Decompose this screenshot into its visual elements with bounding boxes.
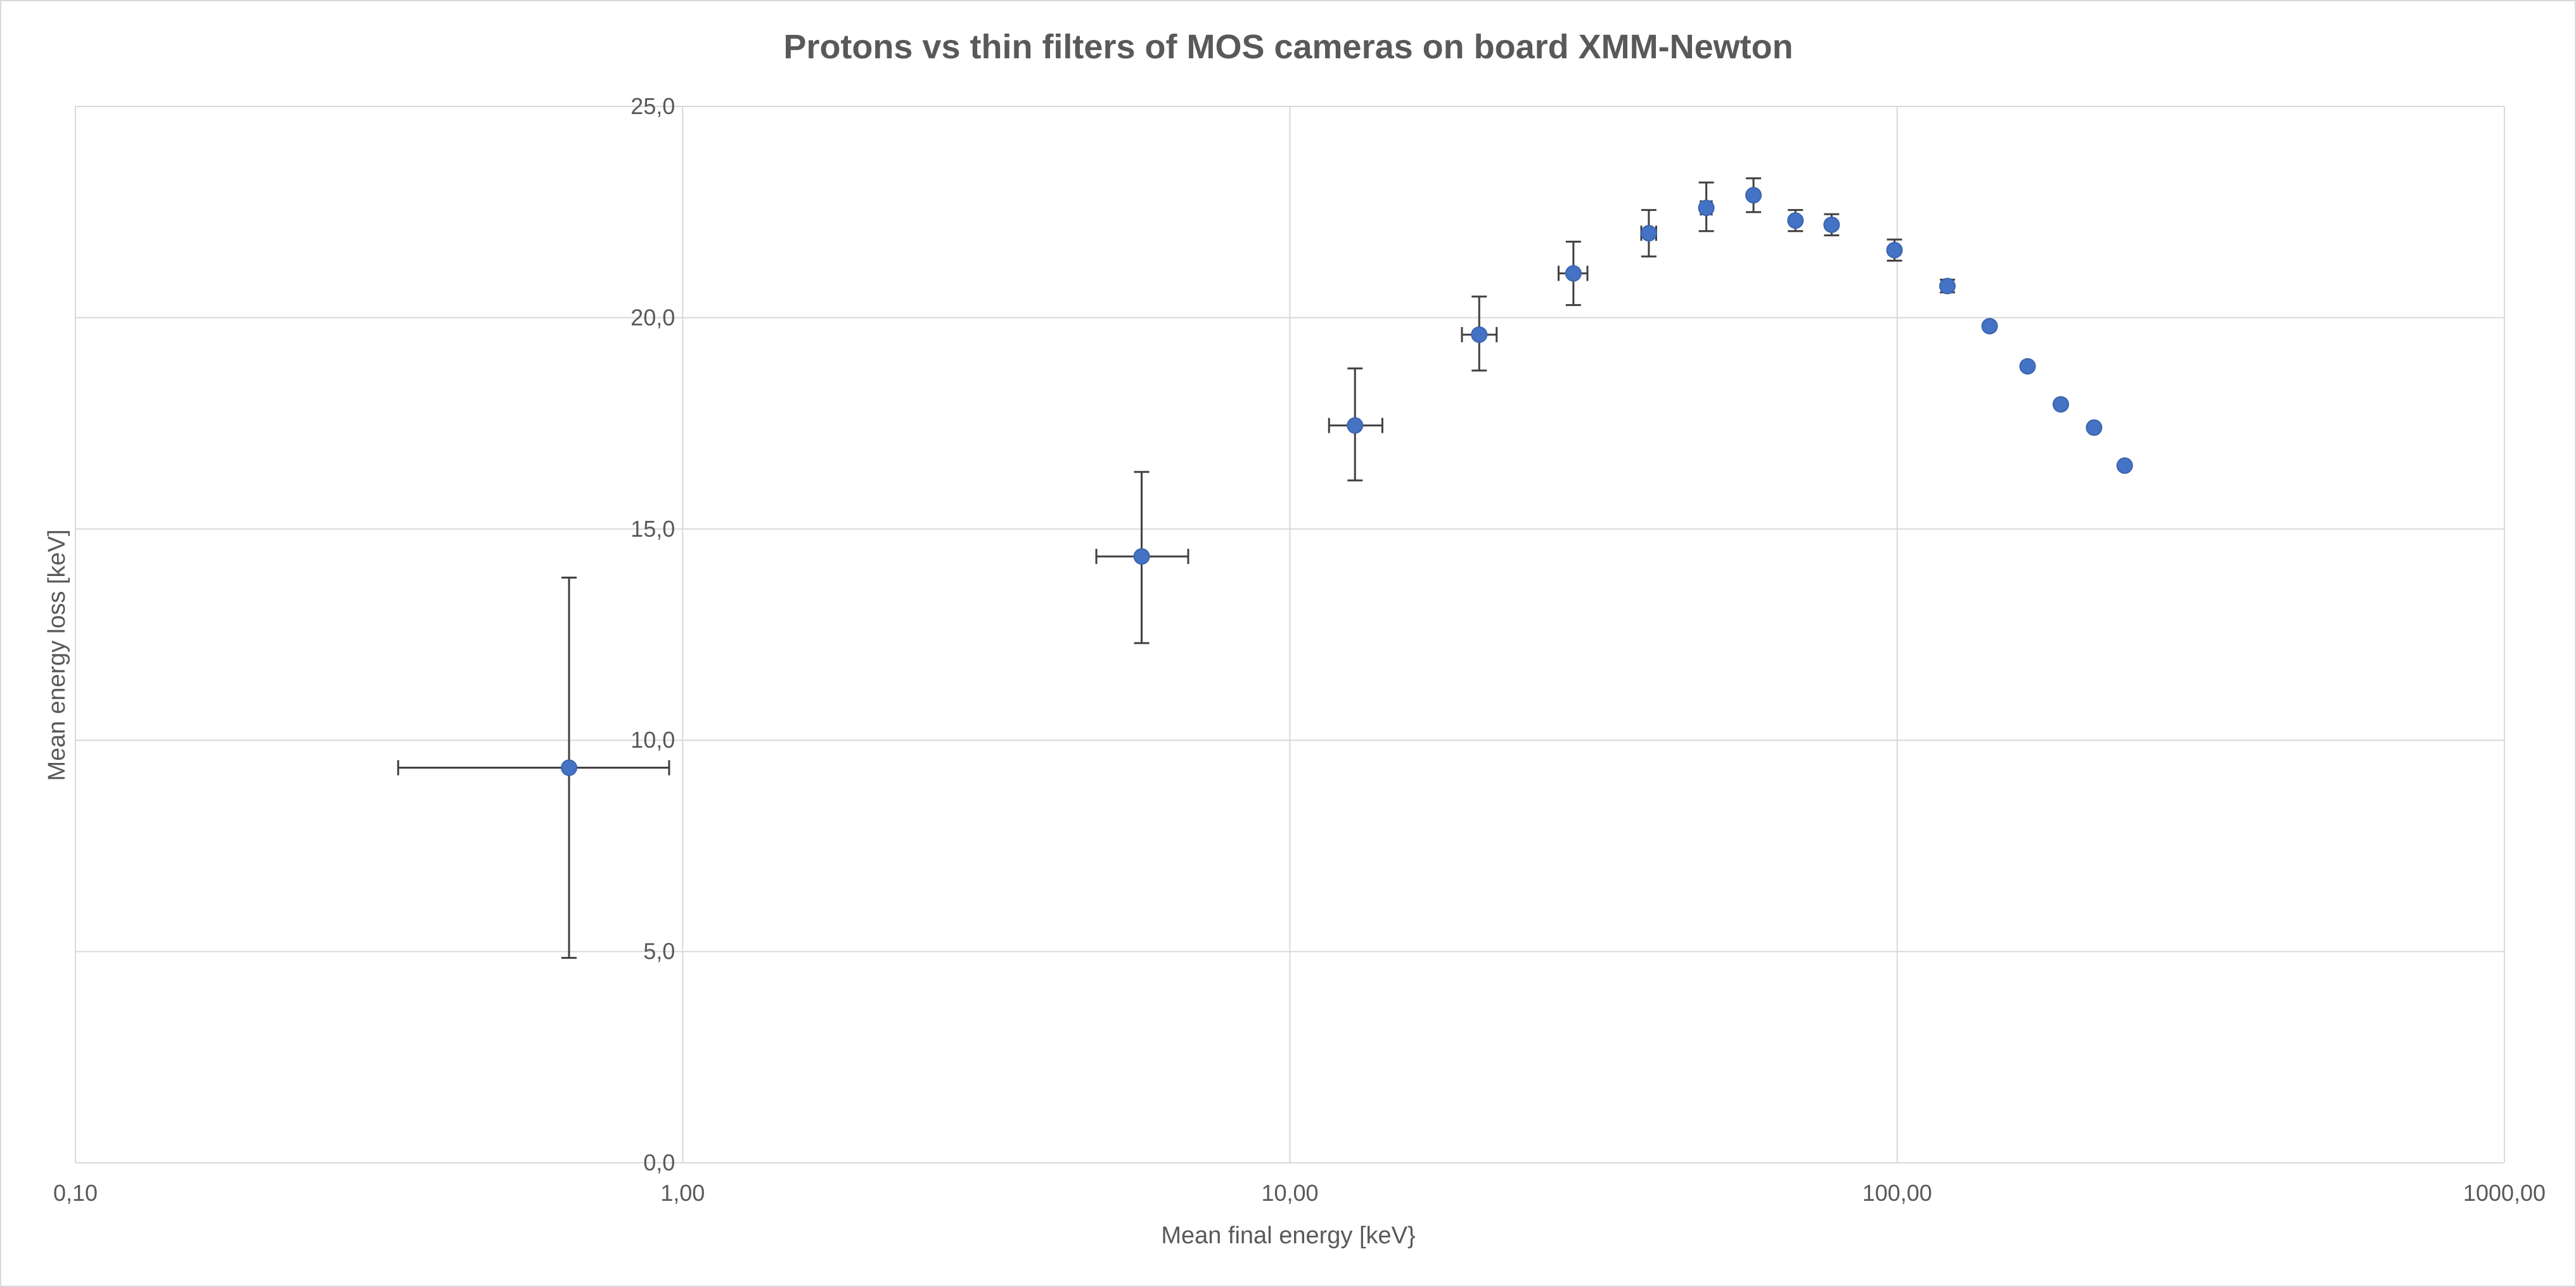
chart-title: Protons vs thin filters of MOS cameras o…	[783, 28, 1793, 66]
y-tick-label: 25,0	[631, 93, 675, 119]
data-point	[1698, 200, 1715, 217]
data-point	[2019, 358, 2036, 375]
data-point	[1471, 326, 1488, 343]
y-tick-label: 0,0	[643, 1149, 675, 1175]
y-tick-label: 10,0	[631, 727, 675, 753]
data-point	[1939, 278, 1956, 295]
data-point	[1133, 548, 1150, 565]
x-tick-labels: 0,10 1,00 10,00 100,00 1000,00	[53, 1180, 2546, 1206]
data-point	[2116, 457, 2133, 474]
x-tick-label: 1,00	[660, 1180, 705, 1206]
data-point	[2053, 396, 2070, 413]
y-tick-label: 20,0	[631, 304, 675, 330]
data-point	[1347, 417, 1364, 434]
data-point	[1640, 225, 1657, 242]
x-tick-label: 1000,00	[2463, 1180, 2546, 1206]
data-point	[1565, 265, 1582, 282]
gridlines	[75, 106, 2505, 1163]
x-tick-label: 0,10	[53, 1180, 98, 1206]
data-point	[2086, 419, 2103, 436]
x-tick-label: 100,00	[1862, 1180, 1932, 1206]
x-tick-label: 10,00	[1261, 1180, 1318, 1206]
data-point	[1886, 241, 1903, 259]
data-point	[1981, 317, 1998, 335]
y-tick-labels: 0,0 5,0 10,0 15,0 20,0 25,0	[631, 93, 675, 1175]
data-point	[1745, 187, 1762, 204]
error-bars	[397, 177, 1956, 959]
y-tick-label: 5,0	[643, 938, 675, 964]
x-axis-label: Mean final energy [keV}	[1161, 1222, 1415, 1249]
y-tick-label: 15,0	[631, 516, 675, 542]
data-markers	[560, 187, 2133, 776]
data-point	[1823, 216, 1840, 233]
data-point	[560, 759, 577, 776]
data-point	[1787, 212, 1804, 229]
y-axis-label: Mean energy loss [keV]	[44, 529, 70, 781]
